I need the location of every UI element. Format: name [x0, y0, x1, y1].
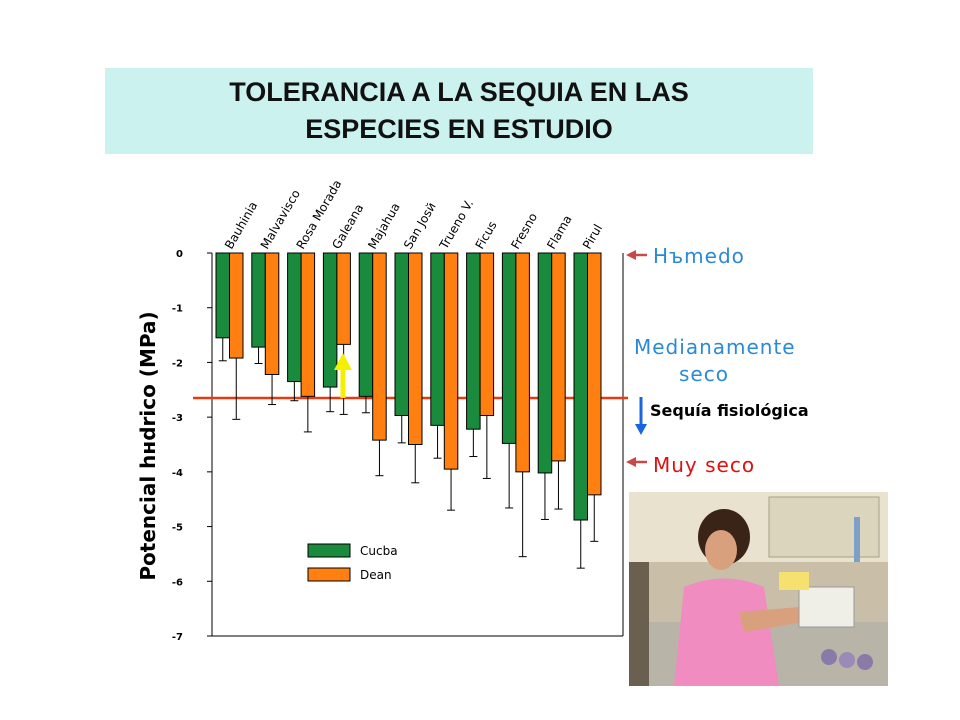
- bar-dean: [443, 252, 459, 470]
- title-box: TOLERANCIA A LA SEQUIA EN LAS ESPECIES E…: [105, 68, 813, 154]
- category-label: Galeana: [329, 201, 366, 251]
- yellow-arrow-icon: [334, 353, 352, 370]
- legend-label-cucba: Cucba: [360, 544, 398, 558]
- bar-dean: [479, 252, 495, 417]
- chart-title-line1: TOLERANCIA A LA SEQUIA EN LAS: [229, 77, 689, 107]
- bar-cucba: [287, 252, 302, 383]
- legend-label-dean: Dean: [360, 568, 392, 582]
- category-label: Bauhinia: [222, 199, 260, 251]
- annotation-muy-seco: Muy seco: [653, 453, 755, 477]
- category-label: Trueno V.: [436, 197, 476, 252]
- bar-dean: [515, 252, 530, 473]
- lab-photo: [629, 492, 888, 686]
- annotation-sequia: Sequía fisiológica: [650, 401, 809, 420]
- y-tick-label: -2: [172, 358, 183, 369]
- y-tick-label: -5: [172, 523, 183, 534]
- bar-cucba: [322, 252, 338, 388]
- y-tick-label: -7: [172, 632, 183, 643]
- category-label: Ficus: [473, 219, 500, 252]
- bar-cucba: [251, 252, 266, 348]
- category-label: Pirul: [580, 222, 605, 252]
- muy-seco-arrow-icon: [626, 457, 636, 467]
- category-label: San Josй: [401, 200, 439, 251]
- bar-dean: [336, 252, 351, 345]
- bar-cucba: [394, 252, 409, 417]
- chart-title-line2: ESPECIES EN ESTUDIO: [305, 114, 613, 144]
- annotation-humedo: Hъmedo: [653, 244, 745, 268]
- y-tick-label: -3: [172, 413, 183, 424]
- bar-cucba: [215, 252, 230, 339]
- y-axis-label: Potencial hнdrico (MPa): [136, 311, 160, 580]
- humedo-arrow-icon: [626, 250, 636, 260]
- annotation-seco: seco: [679, 362, 729, 386]
- bar-dean: [229, 252, 244, 359]
- legend-swatch-cucba: [307, 543, 351, 558]
- y-tick-label: 0: [176, 249, 183, 260]
- bar-dean: [587, 252, 602, 496]
- bar-cucba: [573, 252, 588, 521]
- bar-cucba: [537, 252, 553, 474]
- category-label: Fresno: [508, 210, 540, 251]
- category-label: Flama: [544, 213, 574, 252]
- y-tick-label: -6: [172, 577, 183, 588]
- annotation-medianamente: Medianamente: [634, 335, 796, 359]
- category-label: Majahua: [365, 200, 403, 251]
- bar-cucba: [358, 252, 374, 397]
- y-tick-label: -4: [172, 468, 183, 479]
- sequia-arrow-icon: [635, 424, 647, 435]
- bar-dean: [551, 252, 566, 462]
- bar-dean: [300, 252, 316, 397]
- bar-dean: [408, 252, 423, 445]
- bar-cucba: [501, 252, 517, 444]
- bar-cucba: [466, 252, 481, 430]
- bar-cucba: [430, 252, 445, 426]
- y-tick-label: -1: [172, 304, 183, 315]
- legend-swatch-dean: [307, 567, 351, 582]
- bar-dean: [264, 252, 280, 375]
- bar-dean: [372, 252, 387, 441]
